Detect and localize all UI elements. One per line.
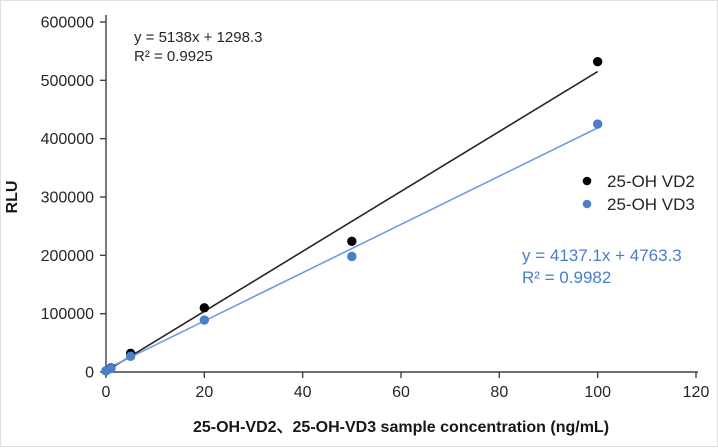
y-tick-label: 0 — [85, 365, 94, 382]
data-point-25-oh-vd3 — [199, 315, 210, 325]
data-point-25-oh-vd3 — [592, 119, 603, 129]
legend-item-vd2: 25-OH VD2 — [582, 172, 695, 191]
trendline-25-oh-vd2 — [105, 70, 599, 372]
equation-vd2-formula: y = 5138x + 1298.3 — [134, 29, 262, 46]
y-tick-label: 500000 — [41, 73, 94, 90]
x-tick-label: 0 — [102, 384, 111, 401]
chart-legend: 25-OH VD2 25-OH VD3 — [582, 172, 695, 214]
x-tick-label: 120 — [683, 384, 710, 401]
y-tick-label: 400000 — [41, 131, 94, 148]
y-tick-label: 600000 — [41, 15, 94, 32]
legend-label-vd2: 25-OH VD2 — [607, 172, 695, 191]
data-point-25-oh-vd3 — [125, 351, 136, 361]
equation-vd3: y = 4137.1x + 4763.3 R² = 0.9982 — [522, 246, 682, 287]
equation-vd2: y = 5138x + 1298.3 R² = 0.9925 — [134, 29, 262, 65]
x-tick-label: 20 — [195, 384, 213, 401]
y-tick-label: 300000 — [41, 190, 94, 207]
legend-item-vd3: 25-OH VD3 — [582, 195, 695, 214]
x-tick-label: 60 — [392, 384, 410, 401]
x-axis-title: 25-OH-VD2、25-OH-VD3 sample concentration… — [193, 419, 609, 436]
chart-plot-area: 0 20 40 60 80 100 120 0 100000 200000 300000 400000… — [41, 15, 710, 402]
y-tick-label: 100000 — [41, 306, 94, 323]
data-point-25-oh-vd3 — [347, 251, 357, 262]
data-point-25-oh-vd3 — [106, 363, 116, 374]
data-point-25-oh-vd2 — [592, 56, 603, 67]
legend-marker-vd3-icon — [582, 199, 592, 209]
equation-vd2-r-squared: R² = 0.9925 — [134, 48, 213, 65]
legend-marker-vd2-icon — [582, 176, 592, 186]
data-point-25-oh-vd2 — [199, 303, 210, 313]
y-tick-label: 200000 — [41, 248, 94, 265]
trendline-25-oh-vd3 — [105, 127, 599, 370]
x-tick-label: 100 — [584, 384, 611, 401]
y-axis-title: RLU — [4, 181, 21, 214]
equation-vd3-r-squared: R² = 0.9982 — [522, 268, 611, 287]
equation-vd3-formula: y = 4137.1x + 4763.3 — [522, 246, 682, 265]
data-point-25-oh-vd2 — [347, 236, 357, 247]
x-tick-label: 40 — [294, 384, 312, 401]
x-tick-label: 80 — [490, 384, 508, 401]
legend-label-vd3: 25-OH VD3 — [607, 195, 695, 214]
